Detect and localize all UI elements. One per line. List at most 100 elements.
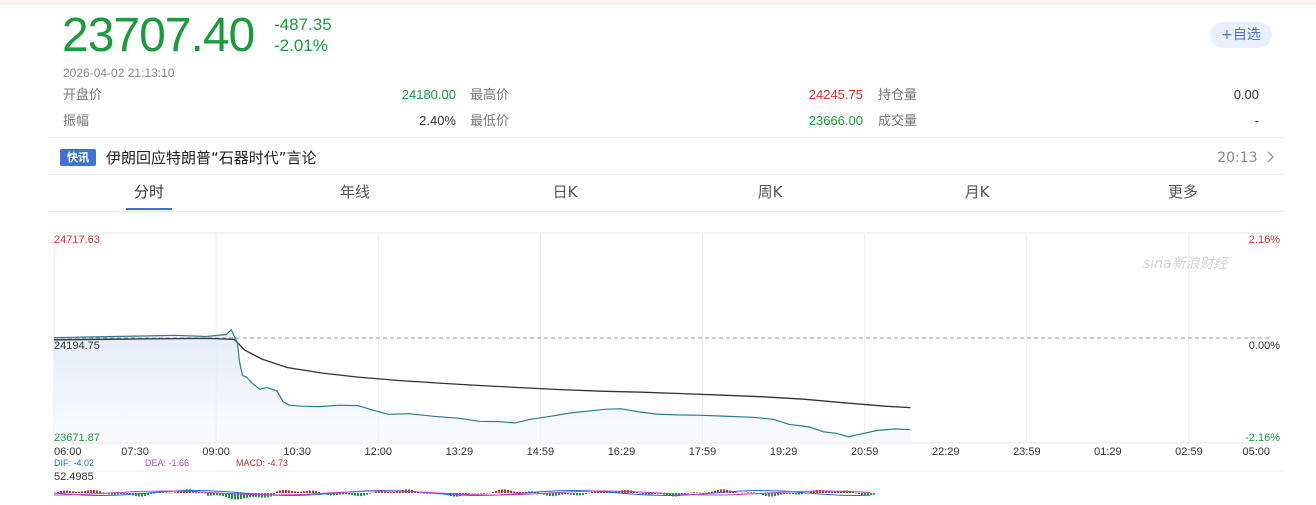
news-flash[interactable]: 快讯 伊朗回应特朗普“石器时代”言论 20:13 [60,148,1282,170]
macd-bar [159,492,161,493]
macd-bar [528,491,530,493]
macd-bar [423,493,425,494]
macd-bar [870,493,872,496]
macd-bar [135,493,137,497]
open-label: 开盘价 [63,87,103,102]
macd-bar [378,491,380,493]
macd-bar [792,493,794,495]
macd-bar [588,493,590,494]
macd-bar [543,493,545,495]
tab-weekly-k[interactable]: 周K [757,183,783,201]
macd-bar [513,491,515,493]
tab-daily-k[interactable]: 日K [552,183,578,201]
macd-bar [798,493,800,495]
macd-bar [294,491,296,493]
macd-bar [153,493,155,494]
tab-intraday[interactable]: 分时 [126,178,172,210]
macd-bar [312,490,314,493]
tab-yearly[interactable]: 年线 [339,183,370,201]
macd-bar [375,491,377,493]
macd-bar [300,491,302,493]
macd-bar [669,493,671,497]
top-accent-strip [0,0,1316,5]
x-tick-label: 07:30 [121,446,149,458]
macd-bar [693,492,695,493]
macd-bar [114,493,116,495]
x-tick-label: 02:59 [1175,446,1203,458]
macd-bar [363,493,365,496]
macd-bar [753,492,755,493]
macd-bar [246,493,248,498]
macd-bar [180,490,182,493]
watermark: sina新浪财经 [1143,256,1230,272]
macd-bar [771,493,773,497]
macd-bar [66,490,68,493]
macd-bar [726,489,728,493]
macd-bar [240,493,242,500]
macd-bar [498,490,500,493]
macd-bar [852,491,854,493]
macd-bar [696,492,698,493]
macd-bar [720,489,722,493]
macd-bar [675,493,677,497]
macd-bar [117,493,119,495]
stats-table: 开盘价 24180.00 最高价 24245.75 持仓量 0.00 振幅 2.… [63,84,1273,136]
macd-value: MACD: -4.73 [236,458,288,468]
stats-row: 开盘价 24180.00 最高价 24245.75 持仓量 0.00 [63,84,1273,110]
macd-bar [345,493,347,495]
macd-scale: 52.4985 [54,471,94,483]
macd-bar [699,492,701,494]
change-percent: -2.01% [274,36,328,55]
macd-bar [702,492,704,494]
macd-bar [207,493,209,496]
x-tick-label: 23:59 [1013,446,1041,458]
macd-bar [111,493,113,495]
macd-bar [813,490,815,493]
macd-bar [57,491,59,493]
macd-bar [618,490,620,493]
macd-bar [666,493,668,496]
macd-bar [69,490,71,493]
tab-more[interactable]: 更多 [1167,183,1198,201]
macd-bar [780,493,782,495]
macd-bar [858,493,860,495]
macd-bar [336,493,338,496]
macd-bar [315,491,317,493]
macd-bar [357,493,359,497]
macd-bar [690,492,692,494]
macd-bar [744,492,746,494]
quote-panel: 23707.40 -487.35 -2.01% +自选 2026-04-02 2… [48,0,1284,505]
macd-bar [330,493,332,496]
macd-bar [768,493,770,497]
macd-bar [471,493,473,494]
news-title[interactable]: 伊朗回应特朗普“石器时代”言论 [106,149,317,167]
macd-bar [282,489,284,493]
macd-bar [234,493,236,500]
chart-tabs: 分时 年线 日K 周K 月K 更多 [48,178,1284,212]
chevron-right-icon [1267,151,1275,163]
macd-bar [831,491,833,493]
macd-bar [99,491,101,493]
macd-bar [285,489,287,493]
x-tick-label: 16:29 [608,446,636,458]
macd-bar [795,493,797,495]
news-badge: 快讯 [60,149,96,166]
macd-bar [108,493,110,495]
x-tick-label: 10:30 [283,446,311,458]
tab-monthly-k[interactable]: 月K [964,183,990,201]
macd-bar [582,493,584,495]
x-tick-label: 22:29 [932,446,960,458]
macd-bar [774,493,776,497]
macd-bar [723,489,725,493]
macd-bar [465,493,467,495]
macd-bar [558,493,560,496]
macd-bar [171,492,173,494]
macd-bar [651,493,653,495]
macd-bar [714,490,716,493]
macd-bar [564,493,566,495]
divider [48,211,1284,212]
add-to-watchlist-button[interactable]: +自选 [1210,22,1272,48]
low-label: 最低价 [470,113,510,128]
macd-bar [783,493,785,495]
